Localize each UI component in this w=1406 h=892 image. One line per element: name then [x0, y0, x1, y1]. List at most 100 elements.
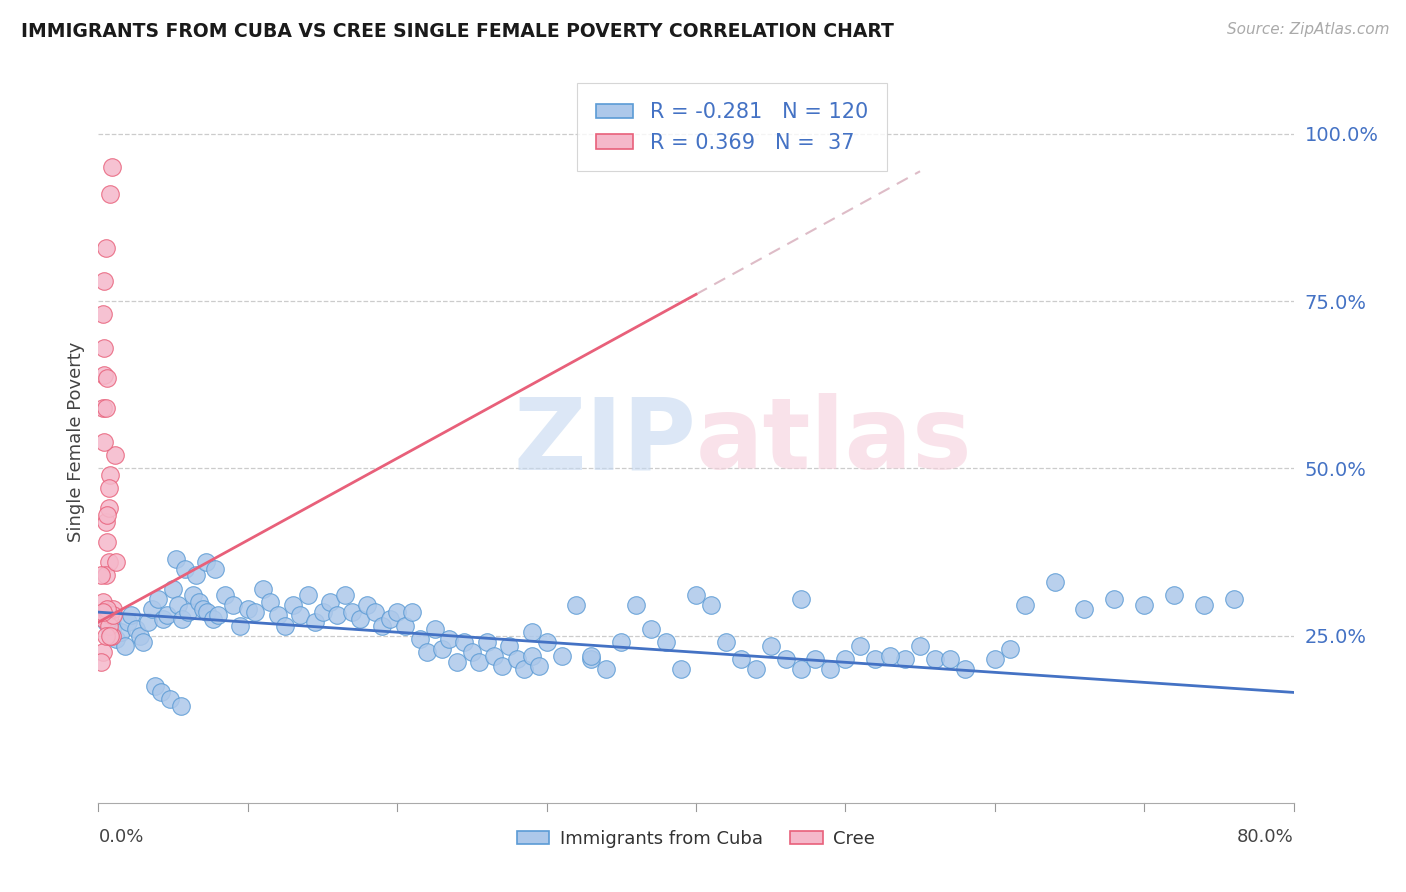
Point	[103, 618, 125, 632]
Point	[98, 467, 122, 482]
Point	[356, 599, 378, 613]
Point	[98, 625, 122, 640]
Point	[177, 605, 200, 619]
Point	[90, 568, 112, 582]
Point	[162, 582, 184, 596]
Point	[98, 628, 122, 642]
Point	[96, 602, 118, 616]
Point	[408, 632, 430, 646]
Point	[184, 568, 207, 582]
Point	[894, 652, 917, 666]
Point	[333, 589, 356, 603]
Point	[1163, 589, 1185, 603]
Point	[364, 605, 387, 619]
Point	[342, 605, 364, 619]
Y-axis label: Single Female Poverty: Single Female Poverty	[66, 342, 84, 541]
Point	[834, 652, 856, 666]
Point	[97, 555, 120, 569]
Point	[90, 608, 112, 623]
Point	[879, 648, 901, 663]
Text: atlas: atlas	[696, 393, 973, 490]
Point	[416, 645, 439, 659]
Point	[775, 652, 797, 666]
Point	[229, 618, 252, 632]
Point	[984, 652, 1007, 666]
Point	[174, 562, 197, 576]
Point	[274, 618, 297, 632]
Point	[865, 652, 887, 666]
Point	[745, 662, 768, 676]
Point	[91, 595, 114, 609]
Point	[132, 635, 155, 649]
Point	[166, 599, 188, 613]
Point	[93, 434, 115, 449]
Point	[475, 635, 498, 649]
Point	[141, 602, 163, 616]
Point	[91, 605, 114, 619]
Point	[759, 639, 782, 653]
Point	[103, 602, 125, 616]
Point	[204, 562, 226, 576]
Point	[669, 662, 692, 676]
Point	[94, 615, 117, 630]
Point	[117, 615, 139, 630]
Point	[655, 635, 678, 649]
Point	[93, 612, 115, 626]
Point	[93, 368, 115, 382]
Point	[311, 605, 333, 619]
Point	[150, 685, 173, 699]
Point	[165, 551, 187, 566]
Point	[423, 622, 446, 636]
Point	[685, 589, 707, 603]
Point	[197, 605, 219, 619]
Point	[136, 615, 159, 630]
Point	[94, 628, 117, 642]
Point	[187, 595, 209, 609]
Point	[94, 515, 117, 529]
Point	[378, 612, 401, 626]
Point	[172, 612, 194, 626]
Point	[908, 639, 931, 653]
Point	[181, 589, 204, 603]
Point	[536, 635, 558, 649]
Point	[1104, 591, 1126, 606]
Point	[94, 401, 117, 416]
Point	[461, 645, 484, 659]
Point	[581, 648, 603, 663]
Point	[91, 401, 114, 416]
Point	[101, 161, 124, 175]
Point	[91, 307, 114, 322]
Point	[304, 615, 326, 630]
Point	[159, 692, 181, 706]
Point	[90, 655, 112, 669]
Point	[484, 648, 506, 663]
Point	[513, 662, 536, 676]
Point	[1014, 599, 1036, 613]
Point	[610, 635, 633, 649]
Point	[94, 241, 117, 255]
Point	[267, 608, 290, 623]
Point	[97, 618, 120, 632]
Point	[1192, 599, 1215, 613]
Point	[700, 599, 723, 613]
Point	[104, 448, 127, 462]
Point	[581, 652, 603, 666]
Point	[626, 599, 648, 613]
Point	[207, 608, 229, 623]
Point	[93, 341, 115, 355]
Point	[453, 635, 475, 649]
Point	[281, 599, 304, 613]
Point	[640, 622, 662, 636]
Point	[98, 187, 122, 202]
Point	[326, 608, 349, 623]
Point	[91, 645, 114, 659]
Point	[550, 648, 572, 663]
Point	[520, 648, 543, 663]
Point	[105, 632, 128, 646]
Point	[245, 605, 267, 619]
Text: 0.0%: 0.0%	[98, 828, 143, 847]
Point	[520, 625, 543, 640]
Point	[191, 602, 214, 616]
Point	[849, 639, 872, 653]
Legend: Immigrants from Cuba, Cree: Immigrants from Cuba, Cree	[509, 822, 883, 855]
